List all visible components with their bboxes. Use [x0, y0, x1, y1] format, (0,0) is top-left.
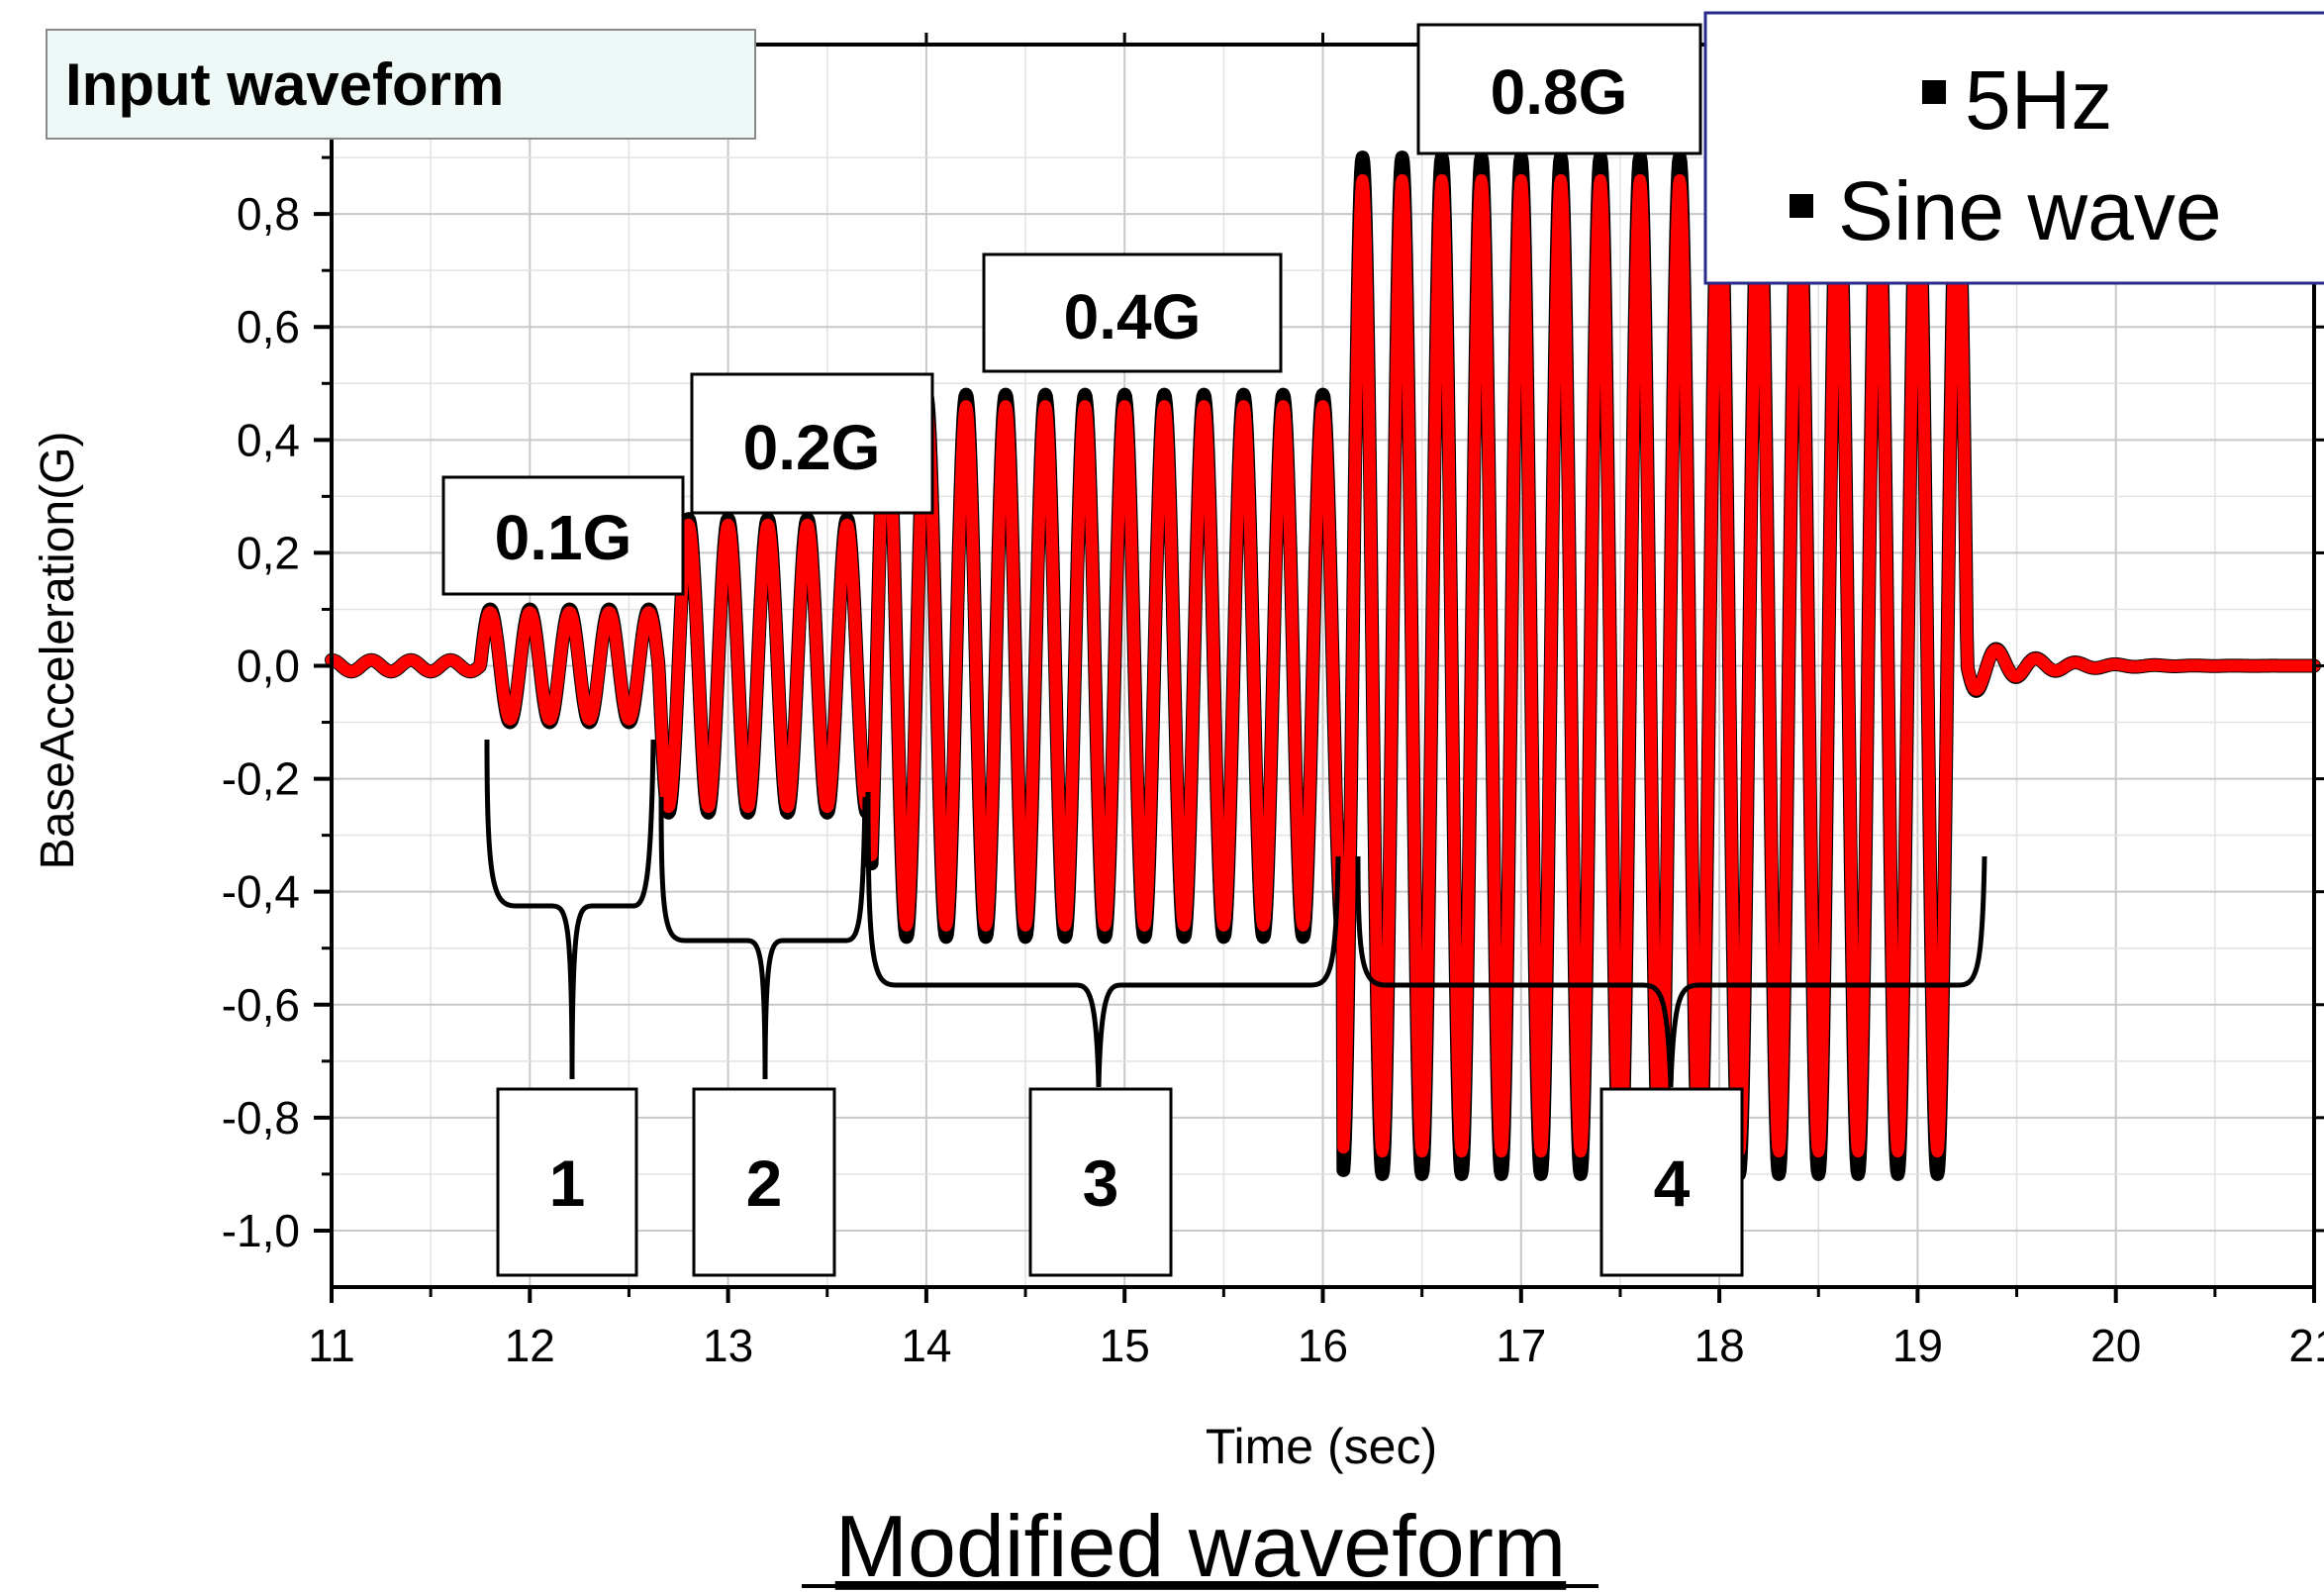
y-tick-label-1: -0,8 — [222, 1092, 300, 1144]
level-label-0-2g: 0.2G — [743, 412, 881, 483]
y-tick-label-6: 0,2 — [237, 527, 300, 578]
bracket-3 — [865, 791, 1341, 1088]
legend-marker-5hz — [1922, 80, 1946, 104]
series-trace-1 — [326, 173, 2320, 1158]
legend-marker-sine-wave — [1790, 194, 1813, 218]
x-tick-label-3: 14 — [901, 1320, 951, 1371]
y-tick-label-4: -0,2 — [222, 753, 300, 805]
bracket-4 — [1355, 855, 1987, 1088]
x-tick-label-0: 11 — [308, 1320, 355, 1371]
x-tick-label-5: 16 — [1298, 1320, 1348, 1371]
segment-label-2: 2 — [746, 1146, 783, 1220]
level-box-0-1g: 0.1G — [441, 475, 685, 596]
y-axis-label: BaseAcceleration(G) — [32, 432, 84, 870]
x-tick-label-4: 15 — [1100, 1320, 1150, 1371]
bracket-1 — [484, 739, 656, 1080]
segment-box-1: 1 — [496, 1087, 638, 1277]
x-tick-label-1: 12 — [505, 1320, 555, 1371]
bracket-2 — [658, 796, 868, 1080]
level-box-0-4g: 0.4G — [982, 252, 1283, 373]
y-tick-label-9: 0,8 — [237, 188, 300, 240]
y-tick-label-8: 0,6 — [237, 301, 300, 352]
chart-title: Input waveform — [65, 51, 504, 118]
segment-label-4: 4 — [1654, 1146, 1691, 1220]
axes: 1112131415161718192021-1,0-0,8-0,6-0,4-0… — [222, 33, 2324, 1371]
legend-entry-5hz: 5Hz — [1965, 53, 2112, 147]
x-tick-label-7: 18 — [1695, 1320, 1745, 1371]
y-tick-label-2: -0,6 — [222, 979, 300, 1031]
level-box-0-8g: 0.8G — [1416, 23, 1702, 155]
chart-subtitle: Modified waveform — [835, 1497, 1567, 1594]
x-tick-label-6: 17 — [1496, 1320, 1546, 1371]
level-label-0-8g: 0.8G — [1491, 56, 1628, 128]
y-tick-label-3: -0,4 — [222, 866, 300, 918]
x-tick-label-9: 20 — [2090, 1320, 2141, 1371]
legend: 5Hz Sine wave — [1703, 11, 2324, 285]
x-tick-label-8: 19 — [1892, 1320, 1943, 1371]
segment-box-3: 3 — [1028, 1087, 1173, 1277]
y-tick-label-7: 0,4 — [237, 414, 300, 465]
segment-box-2: 2 — [692, 1087, 836, 1277]
segment-label-1: 1 — [549, 1146, 586, 1220]
segment-box-4: 4 — [1599, 1087, 1744, 1277]
y-tick-label-5: 0,0 — [237, 641, 300, 692]
x-tick-label-2: 13 — [703, 1320, 753, 1371]
level-box-0-2g: 0.2G — [690, 372, 934, 515]
y-tick-label-0: -1,0 — [222, 1205, 300, 1256]
segment-brackets — [484, 739, 1987, 1088]
segment-label-3: 3 — [1083, 1146, 1119, 1220]
level-label-0-4g: 0.4G — [1064, 281, 1202, 352]
legend-entry-sine-wave: Sine wave — [1838, 164, 2222, 257]
level-label-0-1g: 0.1G — [495, 502, 632, 573]
x-tick-label-10: 21 — [2288, 1320, 2324, 1371]
data-traces — [325, 150, 2321, 1181]
x-axis-label: Time (sec) — [1206, 1419, 1437, 1474]
grid — [331, 45, 2315, 1287]
chart-title-box: Input waveform — [46, 29, 756, 140]
